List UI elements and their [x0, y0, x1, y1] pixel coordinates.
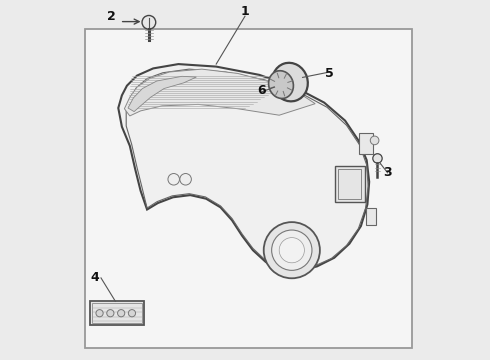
Bar	[90, 301, 144, 325]
Circle shape	[271, 230, 312, 270]
Polygon shape	[124, 69, 315, 116]
Circle shape	[370, 136, 379, 145]
Bar	[360, 133, 373, 154]
Bar	[335, 166, 365, 202]
Bar	[85, 29, 413, 348]
Text: 2: 2	[107, 10, 116, 23]
Circle shape	[96, 310, 103, 317]
Text: 4: 4	[90, 271, 99, 284]
Circle shape	[373, 154, 382, 163]
Polygon shape	[128, 76, 196, 112]
Circle shape	[142, 15, 156, 29]
Polygon shape	[118, 64, 369, 271]
Bar	[92, 303, 143, 323]
Text: 5: 5	[325, 67, 334, 80]
Text: 3: 3	[383, 166, 392, 179]
Circle shape	[279, 238, 304, 263]
Bar	[338, 169, 361, 199]
Text: 6: 6	[258, 84, 266, 97]
Circle shape	[264, 222, 320, 278]
Circle shape	[180, 174, 192, 185]
Circle shape	[168, 174, 179, 185]
Text: 1: 1	[241, 5, 249, 18]
Circle shape	[128, 310, 136, 317]
Bar	[366, 208, 376, 225]
Ellipse shape	[272, 63, 308, 102]
Circle shape	[107, 310, 114, 317]
Ellipse shape	[269, 71, 294, 99]
Circle shape	[118, 310, 125, 317]
